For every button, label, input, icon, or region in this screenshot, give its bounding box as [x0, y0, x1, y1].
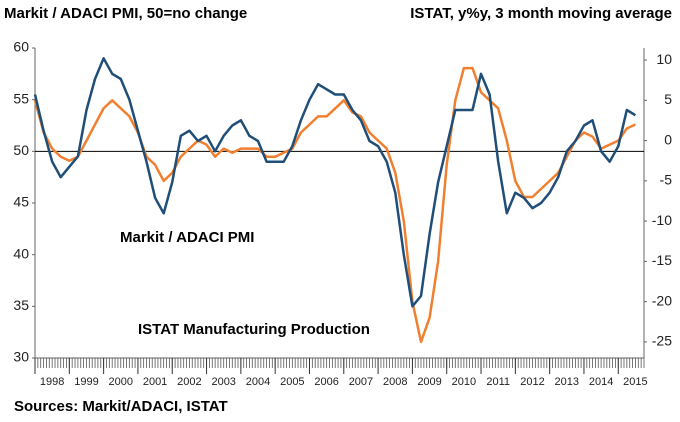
y2-tick-label: 10	[656, 51, 672, 67]
y2-tick-label: -10	[652, 212, 672, 228]
x-tick-label: 2012	[520, 376, 544, 388]
x-tick-label: 2014	[589, 376, 613, 388]
y2-tick-label: 0	[664, 131, 672, 147]
x-tick-label: 2001	[143, 376, 167, 388]
x-tick-label: 1999	[74, 376, 98, 388]
chart-title: Markit / ADACI PMI, 50=no change	[4, 5, 247, 22]
y2-tick-label: -5	[660, 172, 673, 188]
source-note: Sources: Markit/ADACI, ISTAT	[14, 398, 228, 415]
x-tick-label: 2006	[314, 376, 338, 388]
series-label: ISTAT Manufacturing Production	[138, 321, 370, 338]
y-tick-label: 60	[13, 39, 29, 55]
series-line	[33, 66, 636, 344]
y-tick-label: 40	[13, 245, 29, 261]
x-tick-label: 2000	[109, 376, 133, 388]
y-tick-label: 55	[13, 90, 29, 106]
series-line	[33, 57, 637, 308]
y2-tick-label: -20	[652, 292, 672, 308]
x-tick-label: 1998	[40, 376, 64, 388]
y-tick-label: 50	[13, 142, 29, 158]
chart-subtitle: ISTAT, y%y, 3 month moving average	[410, 5, 672, 22]
y2-tick-label: -25	[652, 333, 672, 349]
x-tick-label: 2005	[280, 376, 304, 388]
y-tick-label: 35	[13, 297, 29, 313]
x-tick-label: 2007	[349, 376, 373, 388]
series-label: Markit / ADACI PMI	[120, 229, 254, 246]
x-tick-label: 2015	[623, 376, 647, 388]
x-tick-label: 2011	[486, 376, 510, 388]
x-tick-label: 2010	[452, 376, 476, 388]
x-tick-label: 2008	[383, 376, 407, 388]
y2-tick-label: 5	[664, 91, 672, 107]
x-tick-label: 2013	[555, 376, 579, 388]
y-tick-label: 45	[13, 194, 29, 210]
x-tick-label: 2003	[211, 376, 235, 388]
y-tick-label: 30	[13, 349, 29, 365]
x-tick-label: 2009	[417, 376, 441, 388]
y2-tick-label: -15	[652, 252, 672, 268]
x-tick-label: 2002	[177, 376, 201, 388]
x-tick-label: 2004	[246, 376, 270, 388]
